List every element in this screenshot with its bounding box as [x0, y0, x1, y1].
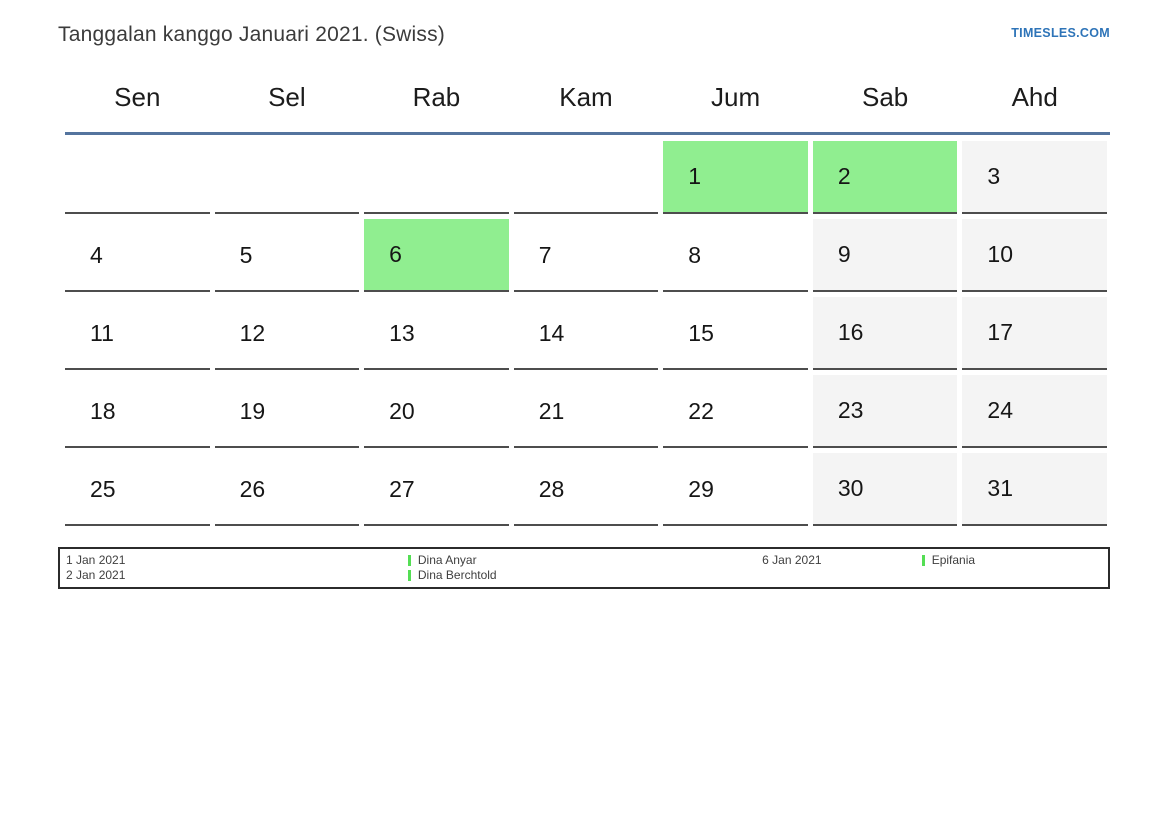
- day-cell-1: 1: [663, 141, 808, 214]
- day-number: 5: [239, 241, 253, 268]
- day-cell-11: 11: [65, 297, 210, 370]
- day-number: 9: [837, 241, 851, 267]
- day-number: 12: [239, 319, 266, 346]
- day-number: 30: [837, 475, 864, 501]
- day-cell-18: 18: [65, 375, 210, 448]
- day-number: 16: [837, 319, 864, 345]
- day-number: 8: [688, 241, 702, 268]
- day-cell-25: 25: [65, 453, 210, 526]
- day-number: 14: [538, 319, 565, 346]
- day-number: 29: [688, 475, 714, 502]
- day-cell-23: 23: [812, 375, 958, 448]
- day-cell-2: 2: [812, 141, 958, 214]
- day-cell-4: 4: [65, 219, 210, 292]
- day-cell-14: 14: [513, 297, 659, 370]
- top-bar: Tanggalan kanggo Januari 2021. (Swiss) T…: [58, 22, 1110, 48]
- legend-event-name: Dina Anyar: [417, 553, 477, 567]
- legend-box: 1 Jan 2021 Dina Anyar 6 Jan 2021 Epifani…: [58, 547, 1110, 589]
- day-number: 19: [239, 397, 266, 424]
- day-cell-empty: [513, 141, 659, 214]
- day-cell-9: 9: [812, 219, 958, 292]
- day-number: 31: [987, 475, 1014, 501]
- day-cell-empty: [214, 141, 360, 214]
- day-cell-29: 29: [663, 453, 808, 526]
- day-number: 24: [987, 397, 1014, 423]
- weekday-header-row: Sen Sel Rab Kam Jum Sab Ahd: [65, 82, 1107, 132]
- day-cell-27: 27: [364, 453, 509, 526]
- day-number: 7: [538, 241, 552, 268]
- day-cell-31: 31: [962, 453, 1107, 526]
- day-number: 17: [987, 319, 1014, 345]
- day-cell-5: 5: [214, 219, 360, 292]
- weekday-header-sel: Sel: [268, 82, 306, 112]
- day-number: 13: [389, 319, 415, 346]
- day-cell-20: 20: [364, 375, 509, 448]
- event-marker-icon: [407, 554, 411, 566]
- weekday-header-sab: Sab: [862, 82, 909, 112]
- day-cell-12: 12: [214, 297, 360, 370]
- day-number: 25: [90, 475, 116, 502]
- day-cell-15: 15: [663, 297, 808, 370]
- legend-event-name: Dina Berchtold: [417, 568, 497, 582]
- legend-event: Dina Berchtold: [407, 568, 762, 582]
- day-cell-19: 19: [214, 375, 360, 448]
- legend-date: 6 Jan 2021: [762, 553, 822, 567]
- day-number: 26: [239, 475, 266, 502]
- legend-event: Dina Anyar: [407, 553, 762, 567]
- day-number: 2: [837, 163, 851, 189]
- day-cell-10: 10: [962, 219, 1107, 292]
- day-number: 27: [389, 475, 415, 502]
- day-cell-8: 8: [663, 219, 808, 292]
- day-cell-24: 24: [962, 375, 1107, 448]
- day-cell-22: 22: [663, 375, 808, 448]
- day-number: 4: [90, 241, 103, 268]
- day-number: 3: [987, 163, 1001, 189]
- event-marker-icon: [921, 554, 925, 566]
- day-number: 22: [688, 397, 714, 424]
- day-number: 20: [389, 397, 415, 424]
- page-title: Tanggalan kanggo Januari 2021. (Swiss): [58, 23, 446, 46]
- legend-date: 1 Jan 2021: [66, 553, 126, 567]
- day-number: 18: [90, 397, 116, 424]
- day-cell-28: 28: [513, 453, 659, 526]
- weekday-header-sen: Sen: [114, 82, 161, 112]
- day-number: 23: [837, 397, 864, 423]
- day-number: 28: [538, 475, 565, 502]
- calendar-grid: 1 2 3 4 5 6 7 8 9 10 11 12 13 14 15 16 17 18 19 20 21 22 23 24 2…: [65, 141, 1107, 526]
- weekday-header-ahd: Ahd: [1011, 82, 1058, 112]
- day-cell-6: 6: [364, 219, 509, 292]
- day-cell-30: 30: [812, 453, 958, 526]
- day-cell-3: 3: [962, 141, 1107, 214]
- day-cell-empty: [65, 141, 210, 214]
- day-cell-13: 13: [364, 297, 509, 370]
- event-marker-icon: [407, 569, 411, 581]
- day-number: 11: [90, 319, 114, 346]
- calendar-page: Tanggalan kanggo Januari 2021. (Swiss) T…: [58, 22, 1110, 589]
- day-cell-26: 26: [214, 453, 360, 526]
- weekday-header-jum: Jum: [711, 82, 761, 112]
- header-divider-line: [65, 132, 1110, 135]
- site-link[interactable]: TIMESLES.COM: [1011, 26, 1110, 40]
- day-number: 6: [389, 241, 402, 267]
- day-number: 10: [987, 241, 1014, 267]
- day-number: 21: [538, 397, 565, 424]
- legend-event-name: Epifania: [931, 553, 976, 567]
- weekday-header-rab: Rab: [412, 82, 461, 112]
- day-number: 1: [688, 163, 702, 189]
- day-cell-7: 7: [513, 219, 659, 292]
- day-cell-17: 17: [962, 297, 1107, 370]
- legend-event: Epifania: [921, 553, 1102, 567]
- day-cell-empty: [364, 141, 509, 214]
- weekday-header-kam: Kam: [559, 82, 613, 112]
- day-number: 15: [688, 319, 714, 346]
- day-cell-21: 21: [513, 375, 659, 448]
- legend-date: 2 Jan 2021: [66, 568, 126, 582]
- day-cell-16: 16: [812, 297, 958, 370]
